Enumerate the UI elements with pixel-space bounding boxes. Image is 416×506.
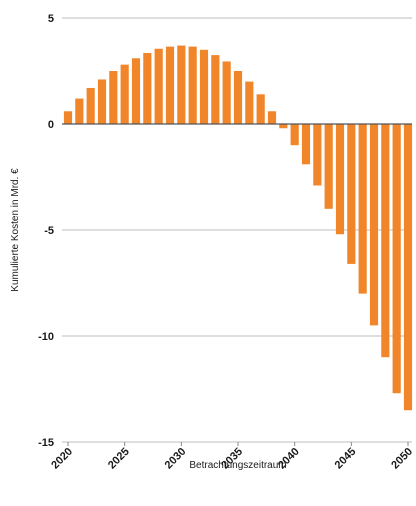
- bar-2038: [267, 111, 277, 124]
- bar-2027: [143, 52, 152, 125]
- bar-2023: [97, 79, 107, 124]
- bar-2028: [154, 48, 163, 124]
- bar-2049: [392, 124, 401, 394]
- bar-2022: [86, 87, 95, 124]
- y-tick-label: 0: [48, 119, 54, 131]
- bar-2034: [222, 61, 231, 124]
- bar-2044: [335, 124, 345, 235]
- bar-2039: [279, 124, 288, 129]
- bar-2050: [403, 124, 413, 411]
- y-tick-label: 5: [48, 13, 54, 25]
- bar-2026: [131, 58, 141, 124]
- x-tick-label: 2050: [389, 446, 415, 472]
- bar-2047: [369, 124, 379, 326]
- y-tick-label: -15: [38, 437, 54, 449]
- bar-2020: [63, 111, 73, 124]
- y-tick-label: -10: [38, 331, 54, 343]
- bar-2046: [358, 124, 367, 294]
- bar-2031: [188, 46, 197, 125]
- y-tick-label: -5: [44, 225, 54, 237]
- bar-2024: [109, 71, 118, 124]
- bar-2048: [381, 124, 390, 358]
- bar-2041: [301, 124, 311, 165]
- bar-2035: [233, 71, 243, 124]
- x-tick-label: 2020: [49, 446, 75, 472]
- bar-2032: [199, 49, 209, 124]
- bar-2037: [256, 94, 265, 124]
- bar-2029: [165, 46, 175, 125]
- y-axis-title: Kumulierte Kosten in Mrd. €: [10, 168, 21, 292]
- x-tick-label: 2045: [333, 446, 359, 472]
- bar-2042: [313, 124, 322, 186]
- bar-2033: [211, 55, 220, 124]
- bars: [63, 45, 413, 411]
- bar-2036: [245, 81, 254, 124]
- x-tick-label: 2030: [163, 446, 189, 472]
- bar-2025: [120, 64, 129, 124]
- x-axis-title: Betrachtungszeitraum: [189, 460, 286, 471]
- bar-2043: [324, 124, 333, 209]
- x-tick-label: 2025: [106, 446, 132, 472]
- y-tick-labels: 5 0 -5 -10 -15: [38, 13, 54, 449]
- bar-2040: [290, 124, 299, 146]
- bar-2030: [177, 45, 186, 125]
- bar-2045: [347, 124, 356, 264]
- bar-2021: [75, 98, 84, 124]
